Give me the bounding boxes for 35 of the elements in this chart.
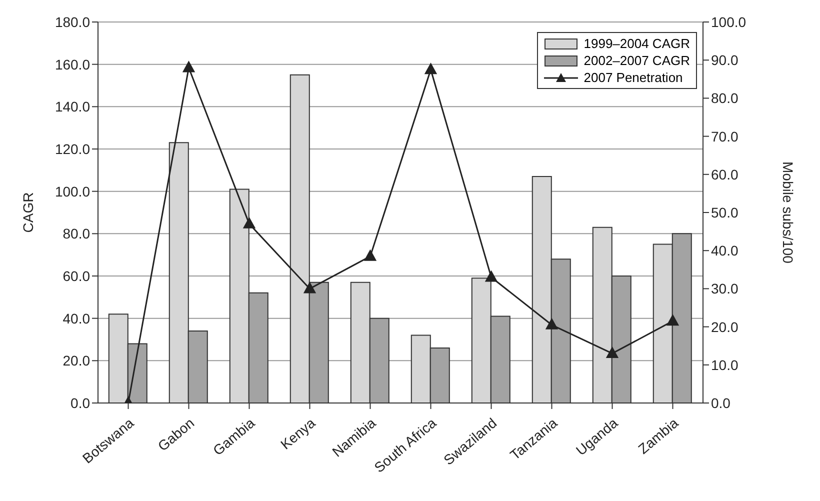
y2-axis-title: Mobile subs/100 bbox=[780, 162, 796, 264]
point bbox=[182, 61, 195, 72]
y2-tick-label: 100.0 bbox=[711, 14, 746, 30]
point bbox=[364, 250, 376, 261]
y2-tick-label: 80.0 bbox=[711, 90, 738, 106]
point bbox=[424, 63, 437, 74]
legend-label: 1999–2004 CAGR bbox=[584, 35, 690, 52]
point bbox=[666, 314, 679, 326]
point bbox=[546, 318, 558, 330]
y-tick-label: 140.0 bbox=[54, 98, 90, 115]
y-tick-label: 0.0 bbox=[70, 394, 90, 411]
y-axis-title: CAGR bbox=[20, 192, 36, 233]
y2-tick-label: 90.0 bbox=[711, 52, 738, 68]
y2-tick-label: 50.0 bbox=[711, 204, 738, 220]
point bbox=[304, 282, 316, 294]
y2-tick-label: 60.0 bbox=[711, 166, 738, 182]
y-tick-label: 40.0 bbox=[62, 310, 90, 326]
point bbox=[606, 346, 618, 358]
point bbox=[485, 270, 498, 282]
point bbox=[243, 217, 256, 228]
y2-tick-label: 0.0 bbox=[711, 394, 731, 411]
y2-tick-label: 20.0 bbox=[711, 318, 738, 335]
legend-label: 2002–2007 CAGR bbox=[584, 52, 690, 69]
legend-label: 2007 Penetration bbox=[584, 69, 683, 86]
y-tick-label: 120.0 bbox=[54, 140, 90, 157]
y-tick-label: 20.0 bbox=[62, 352, 90, 369]
y-tick-label: 80.0 bbox=[62, 226, 90, 242]
y2-tick-label: 30.0 bbox=[711, 280, 738, 297]
y-tick-label: 100.0 bbox=[54, 183, 90, 200]
y2-tick-label: 70.0 bbox=[711, 128, 738, 144]
y-tick-label: 160.0 bbox=[54, 56, 90, 72]
y-tick-label: 180.0 bbox=[54, 14, 90, 30]
y2-tick-label: 10.0 bbox=[711, 356, 738, 373]
y-tick-label: 60.0 bbox=[62, 268, 90, 284]
y2-tick-label: 40.0 bbox=[711, 242, 738, 259]
